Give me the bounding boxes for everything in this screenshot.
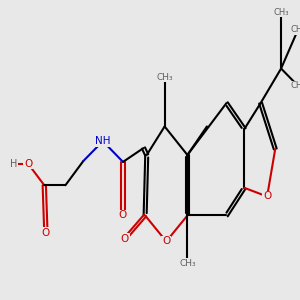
Text: CH₃: CH₃ (290, 81, 300, 90)
Text: CH₃: CH₃ (273, 8, 289, 17)
Text: O: O (121, 234, 129, 244)
Text: O: O (42, 228, 50, 238)
Text: O: O (24, 159, 32, 169)
Text: O: O (162, 236, 170, 246)
Text: CH₃: CH₃ (290, 25, 300, 34)
Text: CH₃: CH₃ (179, 259, 196, 268)
Text: NH: NH (95, 136, 111, 146)
Text: O: O (263, 191, 271, 202)
Text: CH₃: CH₃ (156, 73, 173, 82)
Text: H: H (10, 159, 17, 169)
Text: O: O (119, 211, 127, 220)
Text: CH₃: CH₃ (156, 73, 173, 82)
